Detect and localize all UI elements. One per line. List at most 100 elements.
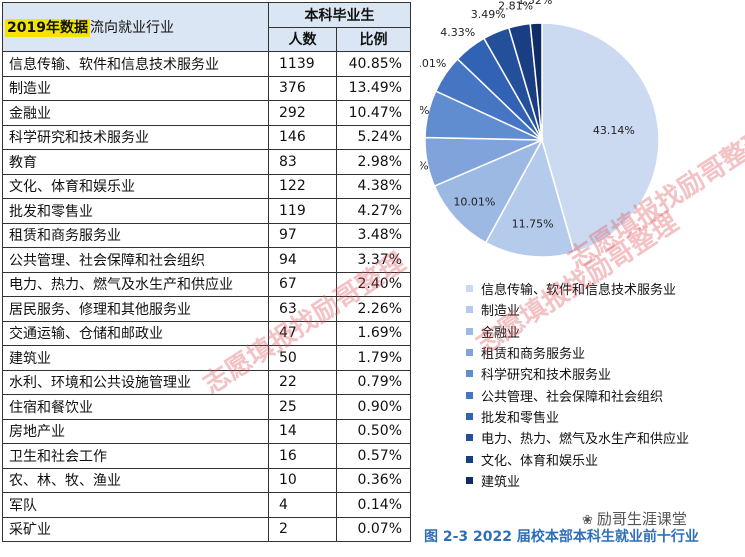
slice-label: 3.49% [471,8,506,21]
slice-label: 4.33% [440,26,475,39]
count-cell: 25 [268,394,337,420]
count-cell: 1139 [268,51,337,77]
industry-cell: 采矿业 [2,516,269,542]
pie-slice [529,22,543,141]
legend-item: 批发和零售业 [466,406,741,427]
count-cell: 10 [268,467,337,493]
count-cell: 47 [268,320,337,346]
industry-cell: 金融业 [2,100,269,126]
ratio-cell: 1.79% [336,345,411,371]
legend-label: 租赁和商务服务业 [481,347,586,363]
table-title-year: 2019年数据 [5,19,90,37]
legend-swatch [466,327,473,335]
ratio-cell: 1.69% [336,320,411,346]
count-cell: 376 [268,75,337,101]
ratio-cell: 13.49% [336,75,411,101]
industry-cell: 交通运输、仓储和邮政业 [2,320,269,346]
industry-cell: 文化、体育和娱乐业 [2,173,269,199]
legend-label: 金融业 [481,325,521,341]
slice-label: 6.41% [420,159,429,172]
industry-cell: 住宿和餐饮业 [2,394,269,420]
industry-cell: 批发和零售业 [2,198,269,224]
table-row: 金融业 292 10.47% [2,100,411,126]
ratio-cell: 3.37% [336,247,411,273]
ratio-cell: 2.40% [336,271,411,297]
legend-label: 信息传输、软件和信息技术服务业 [481,283,677,299]
ratio-cell: 10.47% [336,100,411,126]
table-row: 制造业 376 13.49% [2,75,411,101]
legend-swatch [466,476,473,484]
ratio-cell: 0.57% [336,443,411,469]
industry-cell: 公共管理、社会保障和社会组织 [2,247,269,273]
legend-swatch [466,285,473,293]
ratio-cell: 2.98% [336,149,411,175]
ratio-cell: 0.14% [336,492,411,518]
legend-swatch [466,412,473,420]
industry-cell: 军队 [2,492,269,518]
ratio-cell: 4.38% [336,173,411,199]
credit-text: 励哥生涯课堂 [596,510,687,528]
legend-label: 文化、体育和娱乐业 [481,453,599,469]
table-row: 房地产业 14 0.50% [2,418,411,444]
count-cell: 22 [268,369,337,395]
legend-item: 建筑业 [466,470,741,491]
wechat-icon: ❀ [582,513,593,528]
legend-label: 电力、热力、燃气及水生产和供应业 [481,432,690,448]
table-title-cell: 2019年数据 流向就业行业 [2,2,269,52]
slice-label: 5.01% [420,57,446,70]
legend-label: 制造业 [481,304,521,320]
table-row: 公共管理、社会保障和社会组织 94 3.37% [2,247,411,273]
legend-item: 科学研究和技术服务业 [466,363,741,384]
legend-swatch [466,349,473,357]
legend-label: 科学研究和技术服务业 [481,368,612,384]
table-row: 卫生和社会工作 16 0.57% [2,443,411,469]
table-row: 教育 83 2.98% [2,149,411,175]
legend-swatch [466,455,473,463]
count-cell: 50 [268,345,337,371]
col-header-ratio: 比例 [336,26,411,52]
slice-label: 2.81% [498,0,533,13]
ratio-cell: 3.48% [336,222,411,248]
legend-label: 建筑业 [481,474,521,490]
table-row: 采矿业 2 0.07% [2,516,411,542]
table-body: 信息传输、软件和信息技术服务业 1139 40.85% 制造业 376 13.49% 金融业… [2,51,411,542]
count-cell: 14 [268,418,337,444]
industry-cell: 居民服务、修理和其他服务业 [2,296,269,322]
table-row: 农、林、牧、渔业 10 0.36% [2,467,411,493]
table-row: 居民服务、修理和其他服务业 63 2.26% [2,296,411,322]
ratio-cell: 4.27% [336,198,411,224]
count-cell: 83 [268,149,337,175]
ratio-cell: 0.36% [336,467,411,493]
legend-swatch [466,434,473,442]
legend-swatch [466,370,473,378]
slice-label: 43.14% [593,124,635,137]
industry-cell: 水利、环境和公共设施管理业 [2,369,269,395]
legend-swatch [466,306,473,314]
table-row: 文化、体育和娱乐业 122 4.38% [2,173,411,199]
legend-item: 电力、热力、燃气及水生产和供应业 [466,427,741,448]
industry-cell: 教育 [2,149,269,175]
legend-swatch [466,391,473,399]
table-row: 信息传输、软件和信息技术服务业 1139 40.85% [2,51,411,77]
chart-legend: 信息传输、软件和信息技术服务业 制造业 金融业 租赁和商务服务业 科学研究和技术服务业公… [466,278,741,491]
slice-label: 10.01% [453,195,495,208]
ratio-cell: 0.90% [336,394,411,420]
ratio-cell: 0.07% [336,516,411,542]
count-cell: 97 [268,222,337,248]
table-row: 科学研究和技术服务业 146 5.24% [2,124,411,150]
slice-label: 11.75% [512,218,554,231]
count-cell: 122 [268,173,337,199]
legend-item: 租赁和商务服务业 [466,342,741,363]
group-header: 本科毕业生 [268,2,411,28]
table-row: 建筑业 50 1.79% [2,345,411,371]
legend-item: 金融业 [466,321,741,342]
slice-label: 6.19% [420,104,429,117]
industry-cell: 电力、热力、燃气及水生产和供应业 [2,271,269,297]
count-cell: 119 [268,198,337,224]
industry-cell: 科学研究和技术服务业 [2,124,269,150]
pie-slice [541,22,660,254]
count-cell: 146 [268,124,337,150]
count-cell: 94 [268,247,337,273]
ratio-cell: 0.50% [336,418,411,444]
ratio-cell: 0.79% [336,369,411,395]
